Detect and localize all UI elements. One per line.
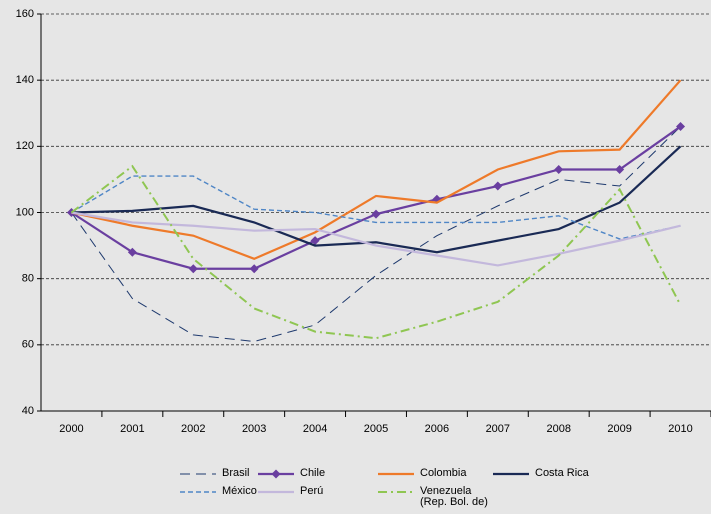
point-marker bbox=[188, 264, 198, 274]
x-tick-label: 2008 bbox=[546, 423, 570, 435]
legend-marker bbox=[271, 469, 281, 479]
series-line bbox=[70, 164, 682, 340]
y-tick-label: 60 bbox=[22, 339, 34, 351]
point-marker bbox=[493, 181, 503, 191]
y-tick-label: 40 bbox=[22, 405, 34, 417]
x-tick-label: 2005 bbox=[364, 423, 388, 435]
x-tick-label: 2002 bbox=[181, 423, 205, 435]
legend-label: Perú bbox=[300, 485, 324, 497]
x-tick-label: 2001 bbox=[120, 423, 144, 435]
x-tick-label: 2000 bbox=[59, 423, 83, 435]
x-tick-label: 2006 bbox=[425, 423, 449, 435]
point-marker bbox=[554, 164, 564, 174]
point-marker bbox=[371, 209, 381, 219]
point-marker bbox=[249, 264, 259, 274]
series-line bbox=[71, 175, 681, 240]
series-line bbox=[71, 145, 682, 254]
point-marker bbox=[310, 236, 320, 246]
series-line bbox=[71, 79, 682, 261]
legend-label: Costa Rica bbox=[535, 467, 589, 479]
point-marker bbox=[127, 247, 137, 257]
y-tick-label: 160 bbox=[16, 8, 34, 20]
y-tick-label: 100 bbox=[16, 206, 34, 218]
y-tick-label: 120 bbox=[16, 140, 34, 152]
x-tick-label: 2007 bbox=[486, 423, 510, 435]
legend-label: Chile bbox=[300, 467, 326, 479]
y-tick-label: 80 bbox=[22, 273, 34, 285]
point-marker bbox=[615, 164, 625, 174]
series-line bbox=[71, 126, 681, 343]
x-tick-label: 2004 bbox=[303, 423, 327, 435]
x-tick-label: 2010 bbox=[668, 423, 692, 435]
legend-label: Colombia bbox=[420, 467, 467, 479]
legend-label: Venezuela (Rep. Bol. de) bbox=[420, 485, 488, 508]
x-tick-label: 2003 bbox=[242, 423, 266, 435]
point-marker bbox=[676, 121, 686, 131]
legend-label: México bbox=[222, 485, 257, 497]
series-line bbox=[71, 211, 681, 267]
y-tick-label: 140 bbox=[16, 74, 34, 86]
legend-label: Brasil bbox=[222, 467, 250, 479]
x-tick-label: 2009 bbox=[607, 423, 631, 435]
